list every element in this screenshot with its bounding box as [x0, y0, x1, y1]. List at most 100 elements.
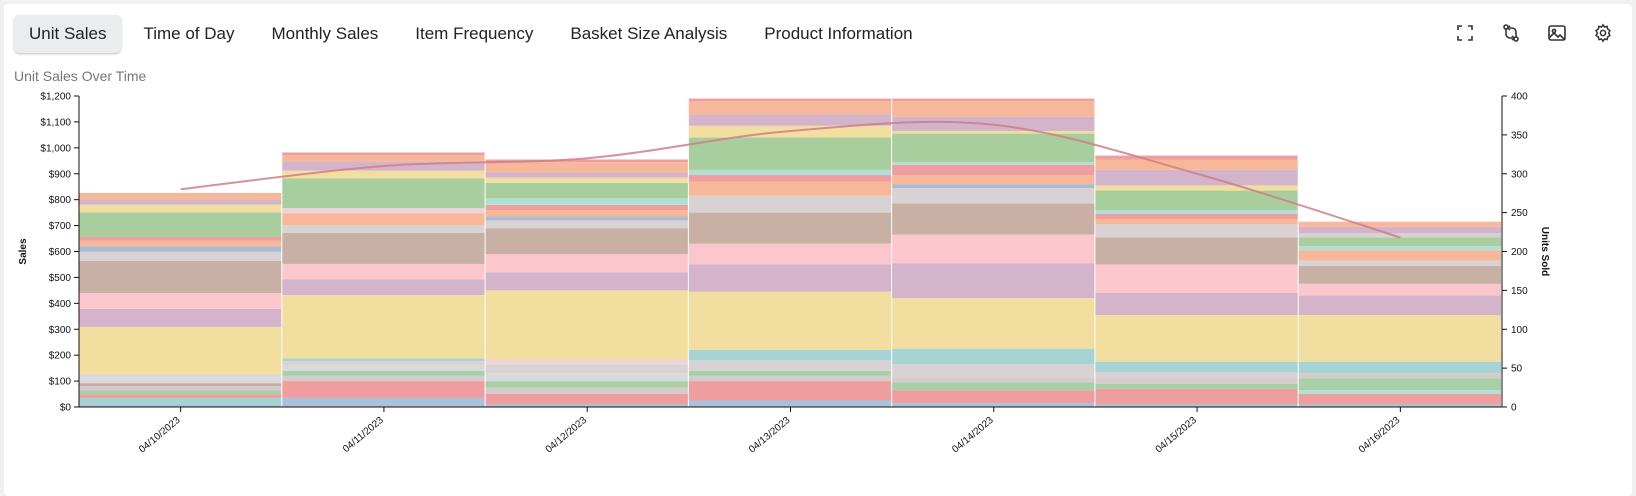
bar-segment — [79, 386, 282, 391]
dashboard-card: Unit Sales Time of Day Monthly Sales Ite… — [4, 4, 1632, 496]
y2-tick-label: 100 — [1511, 325, 1528, 336]
y-tick-label: $1,100 — [40, 117, 71, 128]
chart-tab-bar: Unit Sales Time of Day Monthly Sales Ite… — [14, 14, 935, 54]
bar-segment — [79, 212, 282, 237]
bar-segment — [485, 387, 688, 395]
y2-axis-title: Units Sold — [1539, 227, 1550, 276]
bar-segment — [892, 377, 1095, 383]
swap-icon[interactable] — [1496, 18, 1526, 48]
y-tick-label: $800 — [49, 195, 72, 206]
y-tick-label: $1,000 — [40, 143, 71, 154]
bar-segment — [892, 390, 1095, 404]
bar-segment — [1095, 292, 1298, 315]
bar-segment — [485, 177, 688, 183]
units-sold-line — [180, 120, 1401, 239]
image-icon[interactable] — [1542, 18, 1572, 48]
bar-segment — [485, 394, 688, 405]
bar-segment — [485, 228, 688, 255]
bar-segment — [1298, 390, 1501, 395]
x-tick-label: 04/10/2023 — [137, 415, 183, 456]
tab-item-frequency[interactable]: Item Frequency — [415, 24, 534, 43]
bar-segment — [892, 403, 1095, 407]
chart-title: Unit Sales Over Time — [14, 68, 147, 84]
bar-segment — [1095, 237, 1298, 265]
y-tick-label: $100 — [49, 377, 72, 388]
bar-segment — [79, 374, 282, 384]
y2-tick-label: 300 — [1511, 169, 1528, 180]
fullscreen-icon[interactable] — [1450, 18, 1480, 48]
bar-segment — [892, 203, 1095, 235]
bar-segment — [688, 175, 892, 182]
bar-segment — [79, 293, 282, 309]
bar-segment — [1095, 224, 1298, 238]
bar-segment — [892, 175, 1095, 185]
x-tick-label: 04/14/2023 — [950, 415, 996, 456]
bar-segment — [892, 184, 1095, 189]
bar-segment — [79, 192, 282, 200]
bar-segment — [1095, 383, 1298, 389]
bar-segment — [79, 236, 282, 241]
bar-segment — [1095, 190, 1298, 211]
tab-monthly-sales[interactable]: Monthly Sales — [271, 24, 379, 43]
bar-segment — [282, 178, 485, 209]
tab-unit-sales[interactable]: Unit Sales — [14, 15, 122, 53]
bar-segment — [282, 225, 485, 233]
bar-segment — [282, 170, 485, 179]
bar-segment — [892, 98, 1095, 102]
y-tick-label: $1,200 — [40, 92, 71, 103]
bar-segment — [282, 358, 485, 362]
bar-segment — [485, 204, 688, 211]
settings-icon[interactable] — [1588, 18, 1618, 48]
bar-segment — [79, 199, 282, 205]
bar-segment — [79, 204, 282, 213]
bar-segment — [1298, 246, 1501, 251]
bar-segment — [892, 364, 1095, 378]
bar-segment — [688, 381, 892, 401]
stacked-bar-chart: $0 $100 $200 $300 $400 $500 $600 $700 $800 $900 $1… — [18, 92, 1550, 456]
bar-segment — [1095, 219, 1298, 225]
y-tick-label: $400 — [49, 299, 72, 310]
y-axis-title: Sales — [18, 238, 29, 265]
bar-segment — [485, 210, 688, 217]
bar-segment — [79, 251, 282, 261]
bar-segment — [282, 263, 485, 280]
bar-segment — [1095, 159, 1298, 170]
tab-product-information[interactable]: Product Information — [764, 24, 913, 43]
bar-segment — [1298, 295, 1501, 315]
bar-segment — [688, 291, 892, 350]
bar-segment — [485, 404, 688, 407]
bar-segment — [485, 216, 688, 221]
bar-segment — [485, 198, 688, 205]
y2-tick-label: 0 — [1511, 403, 1517, 414]
y-tick-label: $500 — [49, 273, 72, 284]
bar-segment — [282, 365, 485, 371]
bar-segment — [1095, 264, 1298, 293]
bar-segment — [688, 101, 892, 115]
tab-time-of-day[interactable]: Time of Day — [143, 24, 235, 43]
x-tick-label: 04/16/2023 — [1357, 415, 1403, 456]
chart-toolbar — [1434, 18, 1618, 48]
y-tick-label: $300 — [49, 325, 72, 336]
bar-segment — [282, 361, 485, 366]
bar-segment — [1298, 361, 1501, 374]
bar-segment — [485, 182, 688, 199]
bar-segment — [1095, 361, 1298, 373]
plot-area: $0 $100 $200 $300 $400 $500 $600 $700 $800 $900 $1… — [18, 92, 1550, 456]
tab-basket-size-analysis[interactable]: Basket Size Analysis — [570, 24, 728, 43]
bar-segment — [688, 212, 892, 244]
x-tick-label: 04/11/2023 — [341, 415, 386, 455]
y-tick-label: $900 — [49, 169, 72, 180]
bar-segment — [485, 159, 688, 163]
bar-segment — [485, 381, 688, 388]
bar-segment — [485, 254, 688, 273]
bar-segment — [688, 375, 892, 382]
bar-segment — [1298, 250, 1501, 261]
bar-segment — [1095, 372, 1298, 379]
bar-segment — [79, 404, 282, 407]
y2-tick-label: 400 — [1511, 92, 1528, 103]
bar-segment — [79, 397, 282, 405]
bar-segment — [1298, 260, 1501, 266]
bar-segment — [892, 348, 1095, 365]
bar-segment — [688, 360, 892, 371]
bar-segment — [688, 264, 892, 292]
